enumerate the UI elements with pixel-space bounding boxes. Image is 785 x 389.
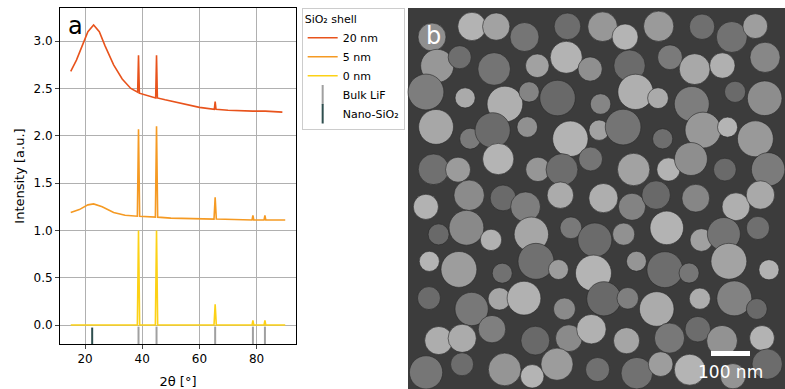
svg-text:Nano-SiO₂: Nano-SiO₂ [343,108,399,121]
svg-text:5 nm: 5 nm [343,51,371,64]
svg-text:b: b [426,22,441,50]
svg-text:40: 40 [135,352,150,366]
svg-text:0.5: 0.5 [34,271,53,285]
svg-text:0 nm: 0 nm [343,70,371,83]
svg-text:1.0: 1.0 [34,224,53,238]
svg-text:1.5: 1.5 [34,176,53,190]
svg-text:a: a [68,12,83,40]
svg-text:2.5: 2.5 [34,82,53,96]
svg-text:80: 80 [249,352,264,366]
svg-text:Intensity [a.u.]: Intensity [a.u.] [12,128,27,223]
svg-text:2θ [°]: 2θ [°] [159,374,196,389]
svg-text:2.0: 2.0 [34,129,53,143]
svg-text:0.0: 0.0 [34,318,53,332]
svg-text:20: 20 [77,352,92,366]
svg-text:Bulk LiF: Bulk LiF [343,89,386,102]
svg-text:60: 60 [192,352,207,366]
svg-text:20 nm: 20 nm [343,32,378,45]
svg-text:SiO₂ shell: SiO₂ shell [305,13,357,26]
svg-text:3.0: 3.0 [34,34,53,48]
svg-text:100 nm: 100 nm [698,362,763,382]
